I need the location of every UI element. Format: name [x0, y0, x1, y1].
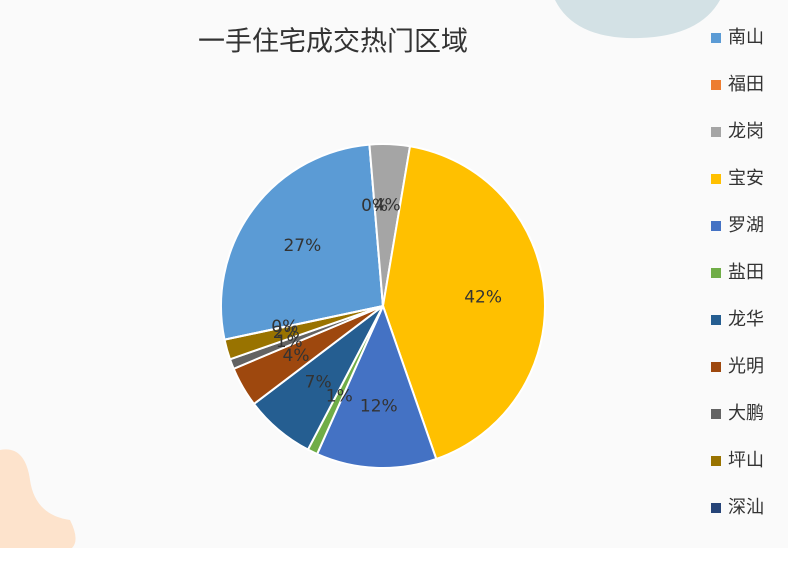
- data-label: 1%: [326, 386, 353, 406]
- data-label: 0%: [361, 196, 388, 216]
- pie-slice: [223, 305, 384, 361]
- chart-title: 一手住宅成交热门区域: [198, 27, 468, 58]
- data-label: 42%: [464, 288, 502, 308]
- data-label: 4%: [374, 196, 401, 216]
- legend-label: 盐田: [728, 262, 764, 283]
- legend-swatch: [711, 268, 721, 278]
- legend-label: 深汕: [728, 497, 764, 518]
- legend-label: 光明: [728, 356, 764, 377]
- legend-label: 福田: [728, 74, 764, 95]
- data-label: 4%: [283, 346, 310, 366]
- pie-slice: [220, 143, 385, 341]
- data-label: 7%: [305, 373, 332, 393]
- decoration: [0, 449, 76, 548]
- legend-swatch: [711, 80, 721, 90]
- data-label: 0%: [271, 317, 298, 337]
- legend-label: 龙华: [728, 309, 764, 330]
- legend-swatch: [711, 409, 721, 419]
- legend-label: 宝安: [728, 168, 764, 189]
- data-label: 12%: [360, 396, 398, 416]
- legend-swatch: [711, 456, 721, 466]
- legend-swatch: [711, 315, 721, 325]
- legend-swatch: [711, 221, 721, 231]
- data-label: 27%: [283, 236, 321, 256]
- legend-label: 南山: [728, 27, 764, 48]
- legend-label: 大鹏: [728, 403, 764, 424]
- data-label: 2%: [273, 323, 300, 343]
- legend-swatch: [711, 362, 721, 372]
- legend-swatch: [711, 503, 721, 513]
- legend-label: 罗湖: [728, 215, 764, 236]
- legend-swatch: [711, 33, 721, 43]
- pie-slice: [315, 303, 438, 469]
- pie-slice: [381, 145, 546, 461]
- data-label: 1%: [276, 332, 303, 352]
- decoration: [555, 0, 720, 39]
- legend-swatch: [711, 174, 721, 184]
- legend-label: 坪山: [728, 450, 764, 471]
- legend-swatch: [711, 127, 721, 137]
- legend-label: 龙岗: [728, 121, 764, 142]
